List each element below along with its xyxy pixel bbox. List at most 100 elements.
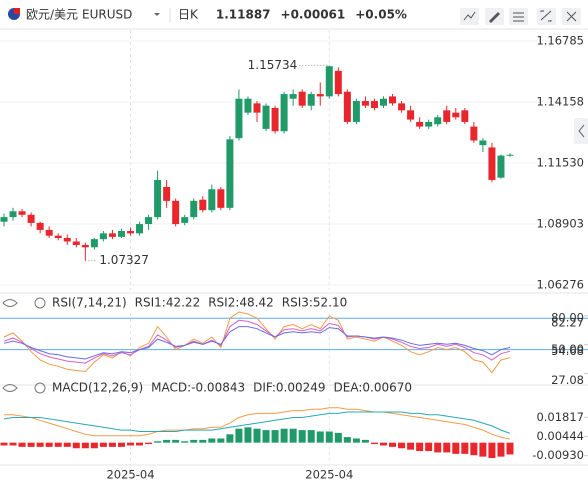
macd-bar (325, 431, 333, 443)
macd-bar (343, 437, 351, 443)
candle-body (289, 94, 297, 99)
macd-bar (497, 442, 505, 457)
candle-body (154, 179, 162, 218)
macd-bar (479, 442, 487, 457)
collapse-button[interactable] (574, 118, 588, 144)
macd-bar (36, 442, 44, 447)
candle-body (343, 91, 351, 122)
candle-body (99, 233, 107, 240)
macd-bar (54, 442, 62, 447)
macd-bar (108, 442, 116, 447)
candle-body (280, 94, 288, 132)
macd-bar (117, 442, 125, 447)
y-tick-label: 1.14158 (536, 95, 584, 109)
instrument-name: 欧元/美元 (26, 8, 78, 22)
candle-body (45, 229, 53, 236)
y-tick-label: 27.08 (551, 373, 584, 387)
candle-body (18, 211, 26, 215)
macd-bar (253, 428, 261, 443)
candle-body (36, 222, 44, 230)
band-label: 80.00 (551, 311, 584, 325)
x-tick-label: 2025-04 (106, 468, 154, 482)
macd-bar (352, 438, 360, 443)
y-tick-label: 0.00444 (536, 429, 584, 443)
macd-bar (235, 428, 243, 443)
macd-bar (434, 442, 442, 453)
macd-bar (389, 442, 397, 447)
price-change-pct: +0.05% (355, 8, 407, 22)
visibility-icon (2, 299, 18, 307)
fullscreen-button[interactable] (537, 8, 556, 25)
y-tick-label: 1.11530 (536, 156, 584, 170)
macd-bar (443, 442, 451, 453)
macd-bar (145, 442, 153, 445)
y-tick-label: 54.68 (551, 344, 584, 358)
candle-body (208, 189, 216, 211)
fullscreen-icon (540, 10, 552, 22)
candle-body (380, 98, 387, 106)
legend-entry: RSI1:42.22 (135, 296, 201, 310)
candle-body (470, 126, 478, 141)
macd-bar (380, 442, 387, 446)
macd-bar (81, 442, 89, 449)
y-tick-label: -0.00930 (532, 448, 584, 462)
settings-icon (513, 12, 524, 22)
period: 日K (178, 8, 199, 22)
dropdown-icon (154, 13, 160, 16)
band-label: 50.00 (551, 342, 584, 356)
macd-bar (199, 439, 207, 443)
macd-bar (307, 430, 315, 443)
macd-bar (262, 430, 270, 443)
macd-bar (407, 442, 415, 450)
macd-bar (90, 442, 98, 449)
candle-body (253, 103, 261, 113)
candle-body (271, 108, 279, 132)
toolbar (460, 8, 588, 144)
candle-body (370, 101, 378, 108)
candle-body (9, 211, 17, 218)
macd-bar (316, 431, 324, 443)
candle-body (506, 154, 514, 156)
candle-body (72, 241, 80, 245)
candle-body (307, 94, 315, 106)
candle-body (172, 200, 180, 225)
macd-bar (461, 442, 469, 454)
indicator-line (3, 411, 511, 434)
macd-bar (127, 442, 134, 446)
candle-body (461, 110, 469, 122)
legend-entry: MACD:-0.00843 (151, 381, 245, 395)
indicator-icon (463, 11, 476, 21)
x-tick-label: 2025-04 (305, 468, 353, 482)
indicator-line (3, 311, 511, 374)
candle-body (0, 217, 8, 222)
candle-body (163, 186, 171, 201)
macd-bar (226, 434, 234, 443)
candle-body (488, 147, 496, 180)
max-label: 1.15734 (248, 58, 298, 72)
macd-bar (506, 442, 514, 455)
macd-bar (470, 442, 478, 456)
macd-bar (488, 442, 496, 459)
candle-body (244, 98, 252, 113)
candle-body (334, 70, 342, 95)
candle-body (90, 239, 98, 248)
candle-body (479, 140, 487, 146)
min-label: 1.07327 (99, 253, 149, 267)
candle-body (217, 189, 225, 208)
macd-bar (190, 439, 198, 443)
candle-body (497, 155, 505, 178)
macd-bar (271, 430, 279, 443)
macd-bar (0, 442, 8, 446)
y-tick-label: 0.01817 (536, 410, 584, 424)
candle-body (361, 101, 369, 106)
candle-body (117, 231, 125, 237)
macd-bar (425, 442, 433, 452)
symbol: EURUSD (82, 8, 132, 22)
last-price: 1.11887 (216, 8, 271, 22)
macd-bar (136, 442, 144, 446)
price-change: +0.00061 (281, 8, 346, 22)
legend-entry: DEA:0.00670 (334, 381, 413, 395)
macd-bar (370, 442, 378, 445)
macd-bar (27, 442, 35, 447)
candle-body (425, 121, 433, 127)
